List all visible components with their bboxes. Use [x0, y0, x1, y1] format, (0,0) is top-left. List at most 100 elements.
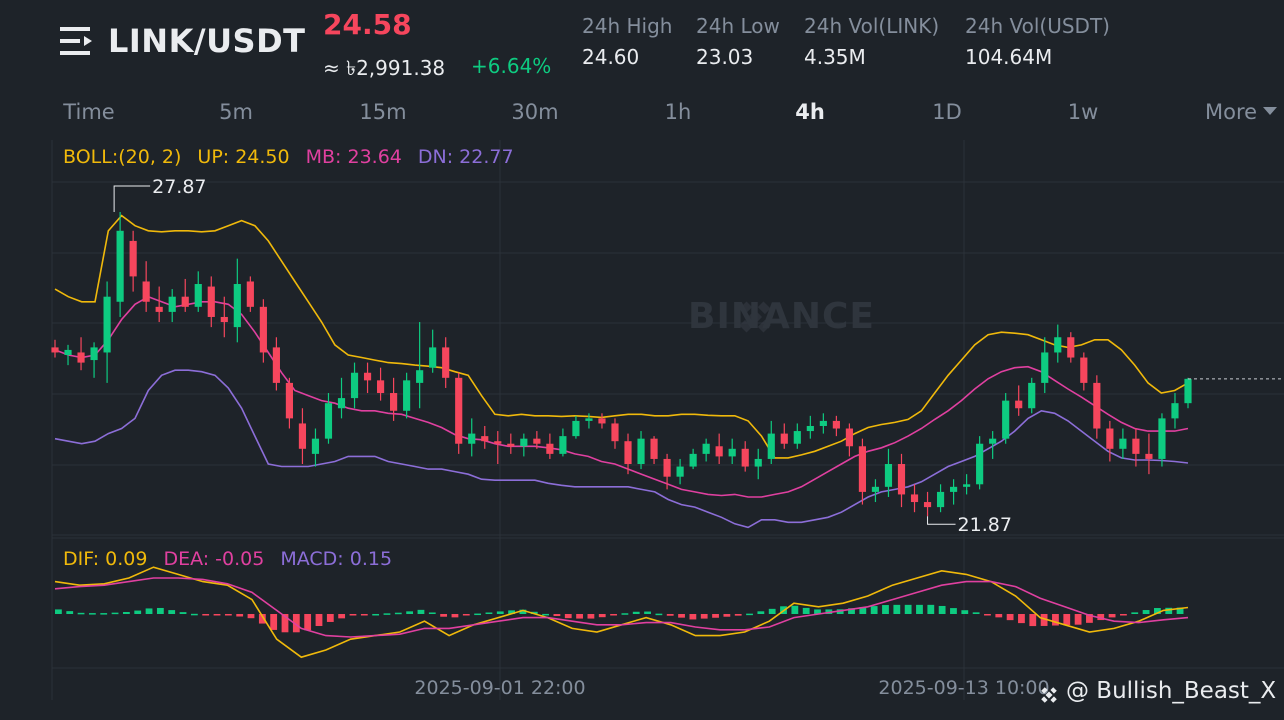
candle-body — [142, 281, 150, 302]
candle — [976, 436, 984, 490]
macd-histogram-bar — [474, 613, 482, 616]
macd-histogram-bar — [1040, 614, 1048, 626]
candle — [780, 423, 788, 449]
candle — [494, 431, 502, 465]
candle-body — [468, 433, 476, 444]
candle — [455, 372, 463, 454]
candle — [546, 433, 554, 459]
tab-5m[interactable]: 5m — [219, 100, 253, 124]
macd-histogram-bar — [882, 605, 889, 614]
candle — [403, 372, 411, 419]
x-tick-label: 2025-09-01 22:00 — [414, 677, 585, 699]
candle-body — [285, 382, 293, 419]
stat-24h-low-value: 23.03 — [696, 45, 754, 69]
tab-time[interactable]: Time — [63, 100, 115, 124]
macd-histogram-bar — [156, 607, 164, 614]
candle — [832, 415, 840, 437]
macd-histogram-bar — [77, 612, 85, 615]
macd-histogram-bar — [122, 612, 130, 614]
candle — [1171, 393, 1179, 429]
candle-body — [390, 393, 398, 411]
candle-body — [832, 420, 840, 429]
macd-histogram-bar — [190, 613, 198, 616]
candle-body — [611, 423, 619, 442]
boll-lower-line — [54, 369, 1189, 529]
candle — [871, 479, 880, 503]
candle-body — [376, 380, 385, 394]
trading-pair[interactable]: LINK/USDT — [108, 22, 306, 60]
candle — [754, 448, 762, 480]
candle — [1106, 420, 1114, 462]
macd-legend[interactable]: DIF: 0.09 DEA: -0.05 MACD: 0.15 — [63, 548, 408, 570]
candle-body — [702, 443, 710, 454]
macd-histogram-bar — [950, 608, 957, 614]
candle — [897, 453, 906, 508]
macd-histogram-bar — [111, 612, 119, 615]
candle — [1028, 377, 1036, 414]
stat-24h-high-value: 24.60 — [582, 45, 640, 69]
candle — [64, 344, 72, 366]
candle — [220, 296, 228, 338]
candle-body — [103, 296, 111, 353]
candle-body — [337, 398, 346, 409]
candle — [689, 448, 697, 470]
candle-body — [181, 296, 189, 307]
candle — [311, 428, 320, 467]
candle — [910, 484, 919, 513]
candle — [181, 278, 189, 312]
candle-body — [845, 428, 853, 447]
macd-histogram-bar — [236, 614, 244, 617]
candle — [767, 420, 775, 465]
candle — [77, 337, 85, 371]
macd-histogram-bar — [610, 614, 617, 616]
menu-icon[interactable] — [60, 26, 94, 56]
macd-histogram-bar — [202, 614, 210, 616]
macd-histogram-bar — [666, 614, 674, 616]
candle — [741, 441, 749, 472]
candle-body — [1132, 438, 1140, 454]
candle-body — [780, 433, 788, 444]
candle-body — [884, 464, 893, 487]
candle — [481, 425, 489, 449]
candle-body — [637, 438, 645, 465]
macd-histogram-bar — [1029, 614, 1037, 627]
macd-histogram-bar — [1097, 614, 1105, 621]
candle-body — [585, 418, 593, 421]
candle — [416, 322, 424, 409]
candle-body — [546, 443, 554, 454]
tab-1d[interactable]: 1D — [932, 100, 962, 124]
candle-body — [1054, 337, 1062, 353]
candle-body — [1184, 378, 1192, 404]
candle — [298, 408, 307, 465]
candle-body — [767, 433, 775, 459]
macd-histogram-bar — [1086, 614, 1093, 623]
candle — [324, 393, 333, 444]
tab-4h[interactable]: 4h — [795, 100, 825, 124]
candle-body — [624, 441, 632, 465]
macd-histogram-bar — [938, 605, 946, 614]
macd-histogram-bar — [916, 604, 923, 614]
boll-legend[interactable]: BOLL:(20, 2) UP: 24.50 MB: 23.64 DN: 22.77 — [63, 146, 530, 168]
candle — [272, 337, 280, 391]
candle — [923, 491, 932, 517]
boll-mb-value: MB: 23.64 — [305, 146, 402, 168]
caret-down-icon — [1263, 107, 1278, 115]
tab-15m[interactable]: 15m — [359, 100, 407, 124]
candle — [155, 286, 163, 323]
macd-histogram-bar — [859, 607, 867, 614]
binance-logo-icon — [1041, 687, 1057, 703]
macd-histogram-bar — [1131, 612, 1139, 614]
macd-histogram-bar — [564, 614, 572, 619]
tab-30m[interactable]: 30m — [511, 100, 559, 124]
stat-24h-vol-link-label: 24h Vol(LINK) — [804, 14, 940, 38]
macd-histogram-bar — [848, 608, 855, 614]
tab-1h[interactable]: 1h — [664, 100, 692, 124]
macd-histogram-bar — [984, 614, 991, 616]
candle — [1184, 377, 1192, 409]
tab-more[interactable]: More — [1205, 100, 1278, 124]
tab-1w[interactable]: 1w — [1067, 100, 1099, 124]
candle — [233, 258, 241, 343]
stat-24h-vol-link-value: 4.35M — [804, 45, 866, 69]
candle-body — [168, 296, 176, 312]
